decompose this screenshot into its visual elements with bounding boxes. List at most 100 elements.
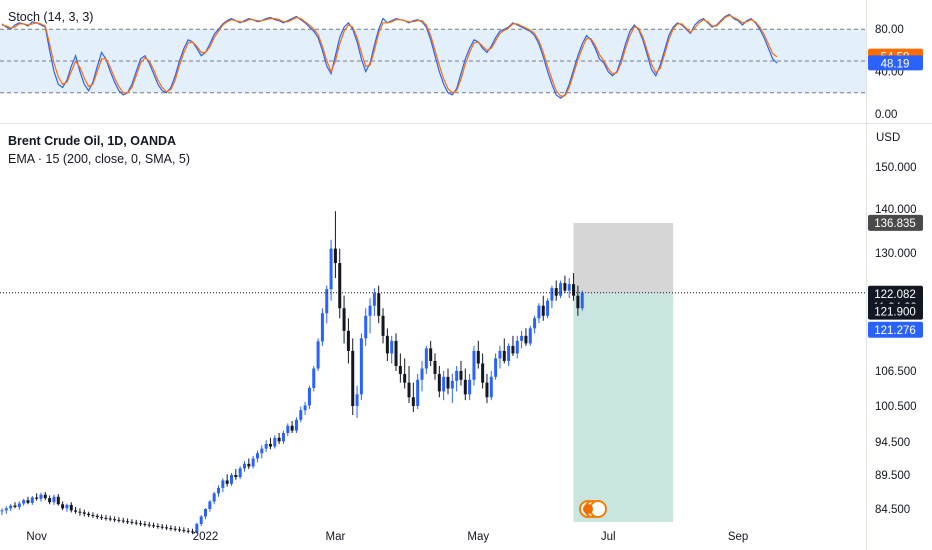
candle-body xyxy=(390,340,394,354)
candle-body xyxy=(502,350,506,361)
stoch-indicator-label[interactable]: Stoch (14, 3, 3) xyxy=(8,10,94,24)
candle xyxy=(528,325,532,346)
candle xyxy=(533,315,537,334)
candle xyxy=(17,501,21,510)
candle-body xyxy=(130,521,134,523)
candle xyxy=(212,492,216,505)
candle-body xyxy=(100,517,104,519)
candle xyxy=(498,345,502,369)
event-icons xyxy=(579,500,607,518)
candle xyxy=(238,466,242,480)
candle xyxy=(9,504,13,512)
candle xyxy=(147,521,151,528)
candle xyxy=(130,519,134,525)
candle xyxy=(169,525,173,531)
candle xyxy=(204,508,208,520)
candle-body xyxy=(165,527,169,529)
candle-body xyxy=(139,523,143,525)
candle xyxy=(442,371,446,401)
candle xyxy=(199,515,203,526)
candle-body xyxy=(507,345,511,361)
candle xyxy=(143,521,147,527)
candle xyxy=(78,508,82,516)
candle-body xyxy=(113,519,117,521)
candle-body xyxy=(234,475,238,478)
candle-body xyxy=(563,283,567,291)
candle-body xyxy=(481,363,485,383)
candle xyxy=(559,280,563,299)
candle xyxy=(152,522,156,529)
candle xyxy=(437,365,441,398)
entry-price-badge-bg xyxy=(868,303,923,320)
stoch-axis-tick-label: 0.00 xyxy=(875,109,897,121)
candle-body xyxy=(455,371,459,381)
candle xyxy=(35,493,39,501)
ema-indicator-label[interactable]: EMA · 15 (200, close, 0, SMA, 5) xyxy=(8,152,191,166)
candle-body xyxy=(368,305,372,316)
candle xyxy=(113,516,117,522)
candle xyxy=(502,338,506,364)
candle-body xyxy=(398,365,402,374)
candle-body xyxy=(580,292,584,309)
candle xyxy=(30,496,34,505)
candle xyxy=(563,275,567,294)
candle xyxy=(242,461,246,472)
time-axis-tick-label: Nov xyxy=(26,531,47,543)
candle xyxy=(268,437,272,450)
candle xyxy=(91,512,95,518)
candle xyxy=(65,503,69,512)
candle xyxy=(273,435,277,449)
candle xyxy=(56,494,60,506)
candle xyxy=(455,365,459,392)
candle-body xyxy=(472,350,476,380)
candle xyxy=(4,506,8,514)
candle-body xyxy=(533,318,537,329)
time-axis-tick-label: 2022 xyxy=(193,531,219,543)
candle-body xyxy=(169,528,173,530)
candle-body xyxy=(134,522,138,524)
candle-body xyxy=(251,458,255,467)
open-price-badge: 121.276 xyxy=(868,321,923,338)
candle-body xyxy=(199,516,203,524)
candle-body xyxy=(43,494,47,499)
candle-body xyxy=(221,480,225,488)
candle xyxy=(359,333,363,401)
candle-body xyxy=(22,500,26,504)
candle xyxy=(195,522,199,534)
candle-body xyxy=(156,526,160,527)
flag-icon xyxy=(583,504,593,514)
candle-body xyxy=(303,405,307,411)
price-axis-tick-label: 84.500 xyxy=(875,504,910,516)
candle-body xyxy=(520,335,524,341)
candle xyxy=(95,513,99,520)
candle xyxy=(255,450,259,463)
chart-title[interactable]: Brent Crude Oil, 1D, OANDA xyxy=(8,134,177,148)
time-axis-tick-label: Sep xyxy=(728,531,748,543)
candle xyxy=(13,502,17,509)
price-axis-tick-label: 150.000 xyxy=(875,162,917,174)
candle xyxy=(333,211,337,279)
candle-body xyxy=(143,523,147,525)
candle xyxy=(286,423,290,436)
candle xyxy=(572,273,576,301)
candle-body xyxy=(178,529,182,531)
candle xyxy=(48,495,52,505)
candle xyxy=(221,478,225,492)
candle xyxy=(39,492,43,502)
candle xyxy=(580,290,584,311)
candle xyxy=(381,308,385,344)
candle xyxy=(294,417,298,433)
candle-body xyxy=(385,335,389,354)
candle-body xyxy=(147,524,151,526)
candle-body xyxy=(411,397,415,406)
open-price-badge-bg xyxy=(868,321,923,338)
candle-body xyxy=(463,379,467,395)
candle xyxy=(139,520,143,526)
candle xyxy=(225,474,229,487)
price-axis-tick-label: 89.500 xyxy=(875,470,910,482)
stoch-k-value-badge-bg xyxy=(868,55,923,71)
candle xyxy=(368,298,372,334)
candle-body xyxy=(559,283,563,296)
candle xyxy=(524,328,528,346)
